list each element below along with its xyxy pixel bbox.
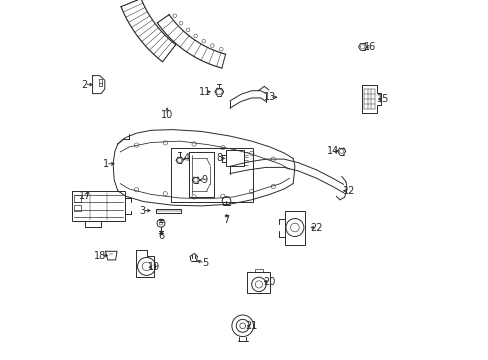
- Text: 7: 7: [223, 215, 229, 225]
- Bar: [72, 191, 124, 221]
- Text: 10: 10: [161, 110, 173, 120]
- Text: 5: 5: [202, 258, 207, 268]
- Bar: [285, 211, 305, 245]
- Text: 21: 21: [245, 321, 257, 331]
- Text: 3: 3: [139, 206, 144, 216]
- Text: 18: 18: [94, 251, 106, 261]
- Bar: [74, 205, 81, 211]
- Text: 12: 12: [342, 186, 354, 196]
- Text: 17: 17: [79, 191, 91, 201]
- Bar: [247, 272, 269, 293]
- Text: 16: 16: [364, 42, 376, 52]
- Text: 1: 1: [102, 159, 109, 169]
- Text: 15: 15: [376, 94, 388, 104]
- Text: 2: 2: [81, 80, 87, 90]
- Text: 20: 20: [263, 276, 275, 287]
- Bar: [74, 195, 81, 202]
- Text: 8: 8: [216, 153, 222, 163]
- Text: 6: 6: [158, 231, 164, 241]
- Text: 4: 4: [183, 153, 189, 163]
- Text: 19: 19: [148, 262, 160, 272]
- Bar: [225, 150, 244, 166]
- Text: 13: 13: [263, 92, 275, 102]
- Text: 14: 14: [326, 146, 338, 156]
- Text: 9: 9: [202, 175, 207, 185]
- Text: 22: 22: [309, 222, 322, 233]
- Bar: [254, 269, 263, 272]
- Bar: [156, 209, 181, 213]
- Text: 11: 11: [198, 87, 211, 97]
